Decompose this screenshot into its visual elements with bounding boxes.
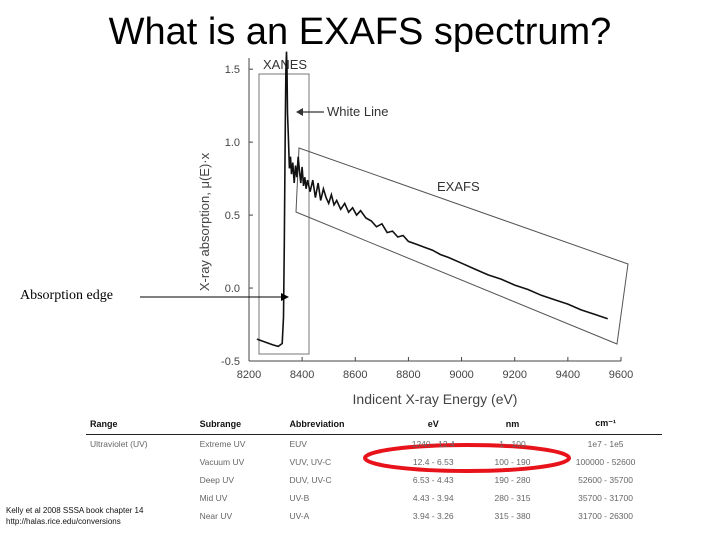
table-cell: EUV [289, 439, 307, 449]
table-header: Subrange [195, 416, 286, 435]
chart-axes [248, 58, 621, 362]
y-tick-label: 0.5 [225, 210, 240, 222]
table-cell: 315 - 380 [494, 511, 531, 521]
table-row: Ultraviolet (UV) Extreme UV EUV 1240 - 12.4… [86, 435, 662, 454]
absorption-edge-arrowhead [281, 293, 289, 301]
citation-line: Kelly et al 2008 SSSA book chapter 14 [6, 506, 144, 515]
table-row: Mid UV UV-B 4.43 - 3.94 280 - 315 35700 - 31… [86, 489, 662, 507]
table-row: Deep UV DUV, UV-C 6.53 - 4.43 190 - 280 5260… [86, 471, 662, 489]
table-row: Vacuum UV VUV, UV-C 12.4 - 6.53 100 - 190 10… [86, 453, 662, 471]
table-cell: 6.53 - 4.43 [412, 475, 454, 485]
x-tick-label: 8400 [290, 369, 314, 381]
table-header: Abbreviation [285, 416, 391, 435]
table-cell: 190 - 280 [494, 475, 531, 485]
table-header: eV [390, 416, 476, 435]
table-cell: Deep UV [199, 475, 235, 485]
white-line-arrowhead [296, 108, 303, 116]
x-tick-label: 9000 [449, 369, 473, 381]
table-header: nm [475, 416, 550, 435]
table-cell: 52600 - 35700 [578, 475, 633, 485]
exafs-label: EXAFS [437, 179, 480, 194]
table-cell: Ultraviolet (UV) [90, 439, 148, 449]
white-line-label: White Line [327, 104, 388, 119]
citation: Kelly et al 2008 SSSA book chapter 14 ht… [6, 505, 143, 527]
spectrum-line [256, 51, 608, 348]
table-header: cm⁻¹ [549, 416, 662, 435]
table-cell: VUV, UV-C [289, 457, 332, 467]
table-cell: 3.94 - 3.26 [412, 511, 454, 521]
table-cell: 100 - 190 [494, 457, 531, 467]
y-tick-label: -0.5 [221, 356, 240, 368]
x-axis-label: Indicent X-ray Energy (eV) [353, 391, 518, 407]
y-tick-label: 1.0 [225, 137, 240, 149]
x-tick-label: 9600 [609, 369, 633, 381]
table-cell: UV-A [289, 511, 310, 521]
x-tick-label: 8800 [396, 369, 420, 381]
table-cell: 1240 - 12.4 [411, 439, 455, 449]
table-cell: Extreme UV [199, 439, 246, 449]
y-tick-label: 1.5 [225, 64, 240, 76]
slide-title: What is an EXAFS spectrum? [108, 11, 612, 53]
table-header-row: Range Subrange Abbreviation eV nm cm⁻¹ [86, 416, 662, 435]
table-header: Range [86, 416, 196, 435]
y-tick-label: 0.0 [225, 283, 240, 295]
table-cell: 35700 - 31700 [578, 493, 633, 503]
table-cell: Near UV [199, 511, 233, 521]
xanes-box [258, 73, 310, 355]
chart-ticks: 8200 8400 8600 8800 9000 9200 9400 9600 -0.5 0.0 0… [221, 64, 633, 381]
citation-line: http://halas.rice.edu/conversions [6, 517, 121, 526]
table-cell: UV-B [289, 493, 310, 503]
table-cell: Vacuum UV [199, 457, 245, 467]
uv-range-table: Range Subrange Abbreviation eV nm cm⁻¹ U… [86, 416, 662, 525]
table-cell: DUV, UV-C [289, 475, 332, 485]
table-cell: 4.43 - 3.94 [412, 493, 454, 503]
table-cell [86, 471, 196, 489]
table-cell: 31700 - 26300 [578, 511, 633, 521]
highlight-ellipse [363, 443, 571, 473]
table-cell: 1e7 - 1e5 [587, 439, 624, 449]
table-cell [86, 453, 196, 471]
xanes-label: XANES [263, 57, 307, 72]
absorption-edge-label: Absorption edge [20, 288, 113, 303]
x-tick-label: 9200 [502, 369, 526, 381]
y-axis-label: X-ray absorption, μ(E)·x [197, 152, 212, 291]
exafs-box [295, 147, 629, 345]
table-row: Near UV UV-A 3.94 - 3.26 315 - 380 31700 - 2… [86, 507, 662, 525]
table-cell: Mid UV [199, 493, 228, 503]
x-tick-label: 9400 [556, 369, 580, 381]
x-tick-label: 8600 [343, 369, 367, 381]
table-cell: 100000 - 52600 [575, 457, 636, 467]
table-cell: 280 - 315 [494, 493, 531, 503]
table-cell: 12.4 - 6.53 [412, 457, 454, 467]
table-cell: 1 - 100 [499, 439, 526, 449]
x-tick-label: 8200 [237, 369, 261, 381]
